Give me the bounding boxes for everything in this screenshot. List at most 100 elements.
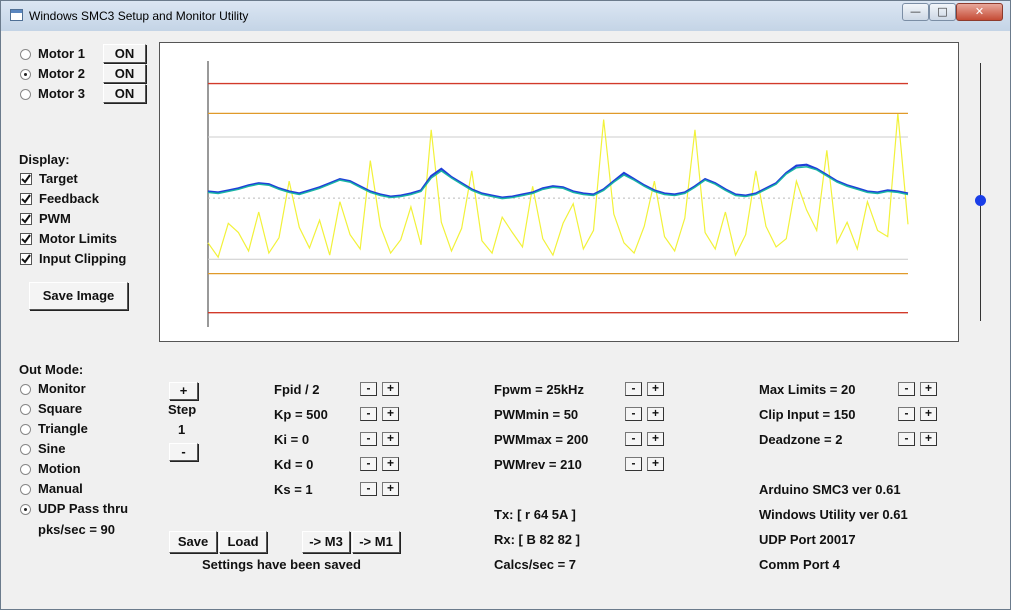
motor-3-radio[interactable] [20, 89, 31, 100]
mode-sine-label: Sine [38, 441, 66, 456]
mode-udp-label: UDP Pass thru [38, 501, 129, 516]
pwm-checkbox[interactable] [20, 213, 32, 225]
clip-input-minus-button[interactable]: - [898, 407, 915, 421]
comm-port: Comm Port 4 [759, 557, 840, 572]
step-minus-button[interactable]: - [169, 443, 198, 461]
pwm-series-line [207, 113, 909, 259]
mode-monitor-label: Monitor [38, 381, 86, 396]
pwmrev-label: PWMrev = 210 [494, 457, 582, 472]
fpid-plus-button[interactable]: + [382, 382, 399, 396]
udp-port: UDP Port 20017 [759, 532, 856, 547]
copy-to-m3-button[interactable]: -> M3 [302, 531, 350, 553]
kd-plus-button[interactable]: + [382, 457, 399, 471]
mode-monitor-radio[interactable] [20, 384, 31, 395]
fpwm-minus-button[interactable]: - [625, 382, 642, 396]
kp-label: Kp = 500 [274, 407, 328, 422]
title-bar[interactable]: Windows SMC3 Setup and Monitor Utility —… [1, 1, 1010, 31]
pks-per-sec: pks/sec = 90 [38, 522, 115, 537]
pwmrev-plus-button[interactable]: + [647, 457, 664, 471]
fpid-label: Fpid / 2 [274, 382, 320, 397]
deadzone-label: Deadzone = 2 [759, 432, 843, 447]
ki-minus-button[interactable]: - [360, 432, 377, 446]
copy-to-m1-button[interactable]: -> M1 [352, 531, 400, 553]
pwmmax-plus-button[interactable]: + [647, 432, 664, 446]
motor-limits-label: Motor Limits [39, 231, 117, 246]
mode-sine-radio[interactable] [20, 444, 31, 455]
motor-limits-checkbox[interactable] [20, 233, 32, 245]
ki-plus-button[interactable]: + [382, 432, 399, 446]
windows-version: Windows Utility ver 0.61 [759, 507, 908, 522]
max-limits-plus-button[interactable]: + [920, 382, 937, 396]
ks-label: Ks = 1 [274, 482, 313, 497]
kp-plus-button[interactable]: + [382, 407, 399, 421]
ks-plus-button[interactable]: + [382, 482, 399, 496]
ks-minus-button[interactable]: - [360, 482, 377, 496]
maximize-icon: □ [937, 5, 948, 18]
motor-2-label: Motor 2 [38, 66, 85, 81]
pwmmin-label: PWMmin = 50 [494, 407, 579, 422]
motor-3-on-button[interactable]: ON [103, 84, 146, 103]
display-heading: Display: [19, 152, 70, 167]
target-label: Target [39, 171, 78, 186]
fpwm-label: Fpwm = 25kHz [494, 382, 584, 397]
input-clipping-checkbox[interactable] [20, 253, 32, 265]
pwmmin-minus-button[interactable]: - [625, 407, 642, 421]
pwmrev-minus-button[interactable]: - [625, 457, 642, 471]
mode-square-label: Square [38, 401, 83, 416]
motor-2-radio[interactable] [20, 69, 31, 80]
max-limits-label: Max Limits = 20 [759, 382, 856, 397]
mode-triangle-radio[interactable] [20, 424, 31, 435]
kp-minus-button[interactable]: - [360, 407, 377, 421]
mode-square-radio[interactable] [20, 404, 31, 415]
mode-motion-radio[interactable] [20, 464, 31, 475]
max-limits-minus-button[interactable]: - [898, 382, 915, 396]
feedback-checkbox[interactable] [20, 193, 32, 205]
arduino-version: Arduino SMC3 ver 0.61 [759, 482, 901, 497]
feedback-series-line [207, 166, 909, 200]
target-series-line [207, 163, 909, 199]
minimize-button[interactable]: — [902, 3, 929, 21]
mode-motion-label: Motion [38, 461, 81, 476]
pwmmin-plus-button[interactable]: + [647, 407, 664, 421]
ki-label: Ki = 0 [274, 432, 310, 447]
pwm-label: PWM [39, 211, 71, 226]
motor-2-on-button[interactable]: ON [103, 64, 146, 83]
window-title: Windows SMC3 Setup and Monitor Utility [29, 9, 249, 23]
minimize-icon: — [910, 5, 921, 18]
close-button[interactable]: ✕ [956, 3, 1003, 21]
fpid-minus-button[interactable]: - [360, 382, 377, 396]
motor-1-label: Motor 1 [38, 46, 85, 61]
pwmmax-minus-button[interactable]: - [625, 432, 642, 446]
step-label: Step [168, 402, 197, 417]
load-button[interactable]: Load [219, 531, 267, 553]
input-clipping-label: Input Clipping [39, 251, 127, 266]
motor-1-on-button[interactable]: ON [103, 44, 146, 63]
slider-track[interactable] [980, 63, 981, 321]
status-message: Settings have been saved [202, 557, 361, 572]
mode-udp-radio[interactable] [20, 504, 31, 515]
calcs-readout: Calcs/sec = 7 [494, 557, 577, 572]
rx-readout: Rx: [ B 82 82 ] [494, 532, 580, 547]
clip-input-plus-button[interactable]: + [920, 407, 937, 421]
motor-3-label: Motor 3 [38, 86, 85, 101]
mode-manual-label: Manual [38, 481, 83, 496]
slider-thumb[interactable] [975, 194, 986, 206]
out-mode-heading: Out Mode: [19, 362, 84, 377]
save-button[interactable]: Save [169, 531, 217, 553]
save-image-button[interactable]: Save Image [29, 282, 128, 310]
mode-triangle-label: Triangle [38, 421, 88, 436]
fpwm-plus-button[interactable]: + [647, 382, 664, 396]
feedback-label: Feedback [39, 191, 99, 206]
close-icon: ✕ [974, 5, 985, 18]
step-plus-button[interactable]: + [169, 382, 198, 400]
mode-manual-radio[interactable] [20, 484, 31, 495]
deadzone-minus-button[interactable]: - [898, 432, 915, 446]
app-icon [10, 9, 23, 21]
tx-readout: Tx: [ r 64 5A ] [494, 507, 576, 522]
maximize-button[interactable]: □ [929, 3, 956, 21]
kd-minus-button[interactable]: - [360, 457, 377, 471]
deadzone-plus-button[interactable]: + [920, 432, 937, 446]
target-checkbox[interactable] [20, 173, 32, 185]
motor-1-radio[interactable] [20, 49, 31, 60]
